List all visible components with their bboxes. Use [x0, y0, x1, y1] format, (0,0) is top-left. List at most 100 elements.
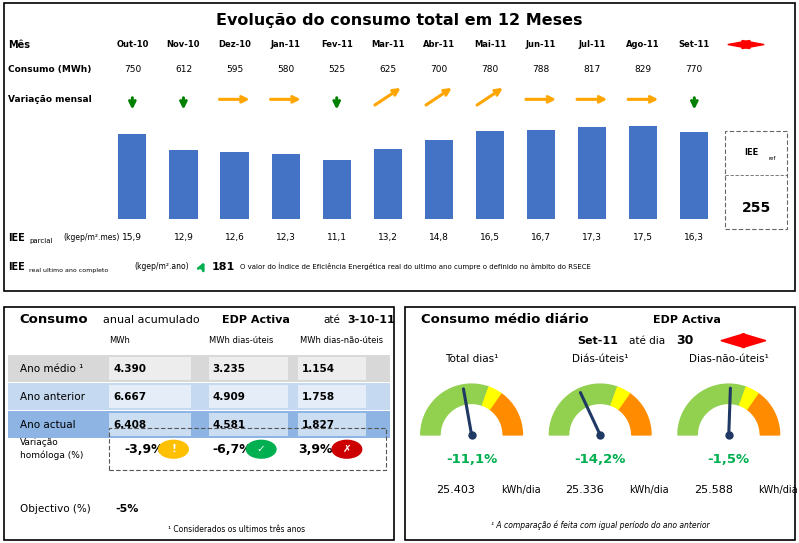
- Text: kWh/dia: kWh/dia: [758, 485, 797, 495]
- Text: Mês: Mês: [8, 40, 30, 49]
- Circle shape: [159, 440, 189, 458]
- Text: 3.235: 3.235: [213, 364, 245, 374]
- Text: Objectivo (%): Objectivo (%): [20, 504, 90, 514]
- Text: parcial: parcial: [30, 238, 53, 244]
- Text: 12,6: 12,6: [225, 233, 244, 242]
- Text: 612: 612: [175, 65, 192, 73]
- Text: 829: 829: [634, 65, 652, 73]
- Text: 16,5: 16,5: [480, 233, 500, 242]
- Text: Jun-11: Jun-11: [526, 40, 556, 49]
- Text: Ano anterior: Ano anterior: [20, 392, 85, 402]
- Bar: [209, 357, 288, 380]
- Bar: [209, 385, 288, 408]
- Text: Out-10: Out-10: [116, 40, 149, 49]
- Text: 6.408: 6.408: [113, 420, 146, 430]
- Text: -11,1%: -11,1%: [446, 453, 497, 466]
- Bar: [8, 411, 390, 438]
- Text: Jul-11: Jul-11: [578, 40, 606, 49]
- Text: 16,3: 16,3: [684, 233, 704, 242]
- Text: O valor do Índice de Eficiência Energética real do ultimo ano cumpre o definido : O valor do Índice de Eficiência Energéti…: [240, 263, 590, 270]
- Text: MWh dias-úteis: MWh dias-úteis: [209, 336, 273, 345]
- Polygon shape: [742, 333, 765, 348]
- Text: ¹ A comparação é feita com igual período do ano anterior: ¹ A comparação é feita com igual período…: [491, 520, 710, 530]
- Text: 1.154: 1.154: [302, 364, 336, 374]
- Bar: [298, 413, 367, 436]
- Text: 16,7: 16,7: [531, 233, 551, 242]
- Text: Consumo (MWh): Consumo (MWh): [8, 65, 91, 73]
- Text: IEE: IEE: [8, 233, 25, 243]
- Text: 4.909: 4.909: [213, 392, 245, 402]
- Text: kWh/dia: kWh/dia: [501, 485, 540, 495]
- Bar: [298, 385, 367, 408]
- Text: ¹ Considerados os ultimos três anos: ¹ Considerados os ultimos três anos: [168, 525, 304, 534]
- Text: -1,5%: -1,5%: [708, 453, 749, 466]
- Text: Set-11: Set-11: [577, 336, 618, 346]
- Text: 700: 700: [430, 65, 447, 73]
- Text: 625: 625: [380, 65, 396, 73]
- Text: Consumo: Consumo: [20, 313, 88, 326]
- Text: Abr-11: Abr-11: [423, 40, 455, 49]
- Text: -14,2%: -14,2%: [574, 453, 626, 466]
- Text: -6,7%: -6,7%: [213, 443, 252, 456]
- Text: Diás-úteis¹: Diás-úteis¹: [572, 355, 629, 364]
- Text: 25.588: 25.588: [694, 485, 733, 495]
- Polygon shape: [721, 333, 745, 348]
- Text: 770: 770: [686, 65, 703, 73]
- Text: até: até: [324, 314, 340, 325]
- Text: EDP Activa: EDP Activa: [222, 314, 290, 325]
- Bar: [109, 413, 191, 436]
- Text: anual acumulado: anual acumulado: [103, 314, 200, 325]
- Text: MWh: MWh: [109, 336, 130, 345]
- Circle shape: [332, 440, 362, 458]
- Bar: [109, 428, 386, 470]
- Text: 30: 30: [676, 334, 694, 347]
- Text: 17,3: 17,3: [582, 233, 602, 242]
- Text: EDP Activa: EDP Activa: [653, 314, 721, 325]
- Text: -5%: -5%: [115, 504, 138, 514]
- Text: 1.758: 1.758: [302, 392, 336, 402]
- Text: 6.667: 6.667: [113, 392, 146, 402]
- Text: Set-11: Set-11: [678, 40, 710, 49]
- Bar: [8, 383, 390, 410]
- Text: 181: 181: [211, 262, 234, 272]
- Text: Nov-10: Nov-10: [167, 40, 201, 49]
- Text: até dia: até dia: [630, 336, 666, 346]
- Text: Dias-não-úteis¹: Dias-não-úteis¹: [689, 355, 769, 364]
- Text: 525: 525: [328, 65, 345, 73]
- Text: 25.336: 25.336: [565, 485, 604, 495]
- Text: kWh/dia: kWh/dia: [630, 485, 669, 495]
- Text: -3,9%: -3,9%: [125, 443, 165, 456]
- Text: Total dias¹: Total dias¹: [445, 355, 499, 364]
- Text: Mai-11: Mai-11: [474, 40, 506, 49]
- Text: 3-10-11: 3-10-11: [348, 314, 396, 325]
- Text: 4.581: 4.581: [213, 420, 245, 430]
- Text: 12,3: 12,3: [276, 233, 296, 242]
- Text: 595: 595: [226, 65, 243, 73]
- Text: 11,1: 11,1: [327, 233, 347, 242]
- Text: IEE: IEE: [8, 262, 25, 272]
- Text: Ago-11: Ago-11: [626, 40, 660, 49]
- Text: 780: 780: [481, 65, 499, 73]
- Text: 817: 817: [583, 65, 601, 73]
- Text: real ultimo ano completo: real ultimo ano completo: [30, 268, 109, 273]
- Text: !: !: [171, 444, 176, 454]
- Polygon shape: [742, 41, 764, 48]
- Text: 25.403: 25.403: [436, 485, 475, 495]
- Text: Evolução do consumo total em 12 Meses: Evolução do consumo total em 12 Meses: [217, 13, 582, 28]
- Text: 788: 788: [532, 65, 550, 73]
- Bar: [8, 355, 390, 382]
- Text: Fev-11: Fev-11: [320, 40, 352, 49]
- Text: MWh dias-não-úteis: MWh dias-não-úteis: [300, 336, 384, 345]
- Bar: [109, 385, 191, 408]
- Text: Consumo médio diário: Consumo médio diário: [421, 313, 589, 326]
- Text: (kgep/m².mes): (kgep/m².mes): [63, 233, 120, 242]
- Text: 3,9%: 3,9%: [298, 443, 332, 456]
- Polygon shape: [728, 41, 750, 48]
- Text: Mar-11: Mar-11: [371, 40, 404, 49]
- Text: ✓: ✓: [256, 444, 265, 454]
- Text: 580: 580: [277, 65, 294, 73]
- Text: 15,9: 15,9: [122, 233, 142, 242]
- Text: Jan-11: Jan-11: [271, 40, 300, 49]
- Text: Dez-10: Dez-10: [218, 40, 251, 49]
- Text: 255: 255: [741, 200, 771, 214]
